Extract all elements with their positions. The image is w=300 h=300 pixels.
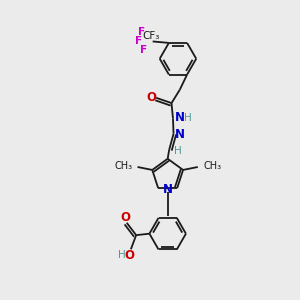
Text: H: H xyxy=(173,146,181,156)
Text: H: H xyxy=(118,250,126,260)
Text: O: O xyxy=(120,211,130,224)
Text: N: N xyxy=(163,183,173,196)
Text: H: H xyxy=(184,113,192,123)
Text: F: F xyxy=(138,27,145,37)
Text: F: F xyxy=(140,45,147,55)
Text: O: O xyxy=(125,249,135,262)
Text: N: N xyxy=(175,128,185,141)
Text: N: N xyxy=(175,111,185,124)
Text: CH₃: CH₃ xyxy=(203,161,221,171)
Text: F: F xyxy=(135,36,142,46)
Text: O: O xyxy=(146,91,157,104)
Text: CH₃: CH₃ xyxy=(114,161,132,171)
Text: CF₃: CF₃ xyxy=(142,31,160,40)
